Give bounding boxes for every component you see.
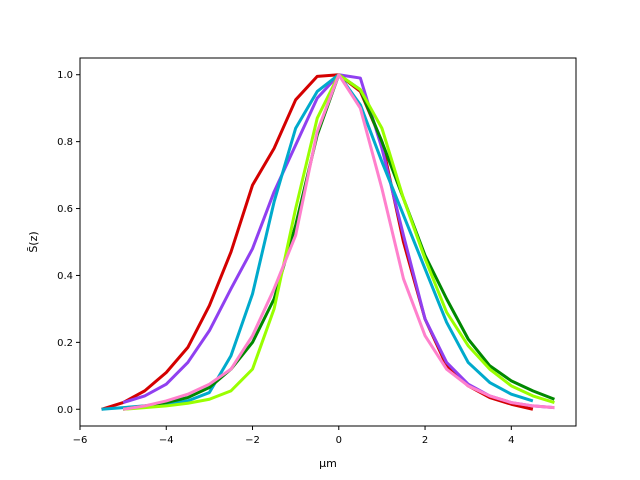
y-tick-label: 0.8 bbox=[57, 137, 73, 148]
series-line-3 bbox=[101, 73, 534, 411]
x-axis-label: μm bbox=[319, 457, 337, 470]
x-tick-label: −6 bbox=[73, 435, 88, 446]
series-line-5 bbox=[123, 73, 555, 411]
x-tick-label: −2 bbox=[245, 435, 260, 446]
y-tick-label: 1.0 bbox=[57, 70, 73, 81]
y-tick-label: 0.2 bbox=[57, 338, 73, 349]
x-tick-label: 2 bbox=[422, 435, 428, 446]
series-line-6 bbox=[122, 73, 555, 411]
y-tick-label: 0.6 bbox=[57, 204, 73, 215]
x-tick-label: −4 bbox=[159, 435, 174, 446]
x-tick-label: 0 bbox=[336, 435, 342, 446]
y-axis: 0.0 0.2 0.4 0.6 0.8 1.0 bbox=[57, 70, 80, 416]
x-axis: −6 −4 −2 0 2 4 bbox=[73, 426, 514, 446]
y-tick-label: 0.0 bbox=[57, 405, 73, 416]
series-line-4 bbox=[122, 73, 555, 411]
axes-frame bbox=[79, 57, 577, 427]
y-tick-label: 0.4 bbox=[57, 271, 73, 282]
series-line-1 bbox=[101, 73, 534, 411]
x-tick-label: 4 bbox=[508, 435, 514, 446]
y-axis-label: S̄(z) bbox=[27, 231, 40, 252]
series-line-2 bbox=[122, 73, 555, 410]
plot-lines bbox=[101, 73, 555, 411]
